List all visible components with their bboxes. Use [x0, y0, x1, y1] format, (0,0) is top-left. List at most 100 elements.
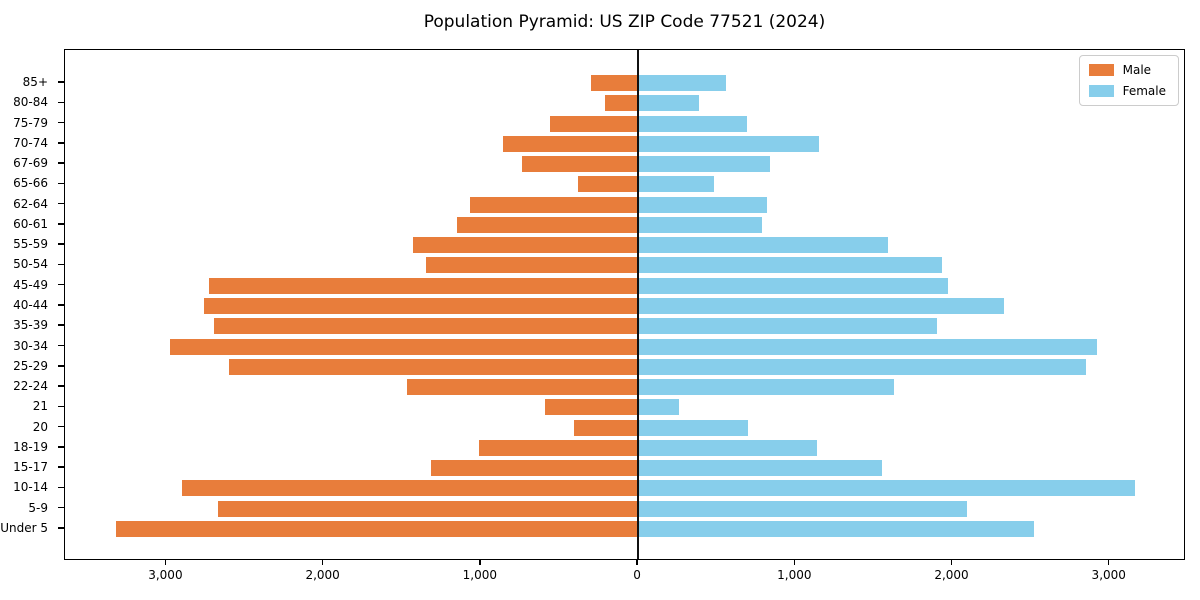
y-tick-mark [58, 506, 64, 509]
female-bar [638, 480, 1135, 497]
male-bar [550, 115, 639, 132]
y-axis: 85+ 80-84 75-79 70-74 67-69 65-66 62-64 60-61 55… [0, 49, 64, 560]
male-bar [182, 480, 639, 497]
female-bar [638, 399, 679, 416]
age-group-label: 60-61 [13, 216, 48, 231]
female-bar [638, 338, 1098, 355]
x-axis: 3,000 2,000 1,000 0 1,000 2,000 3,000 [64, 560, 1185, 590]
female-bar [638, 439, 818, 456]
male-bar [479, 439, 639, 456]
male-bar [430, 460, 639, 477]
x-tick-mark [950, 560, 953, 565]
age-group-label: 15-17 [13, 460, 48, 475]
y-tick-mark [58, 385, 64, 387]
female-bar [638, 237, 889, 254]
x-tick-mark [479, 560, 481, 565]
y-tick-mark [58, 182, 64, 185]
male-bar [208, 277, 639, 294]
y-tick-mark [58, 101, 64, 104]
age-group-label: 21 [32, 399, 48, 414]
age-group-label: 5-9 [28, 500, 48, 515]
male-bar [521, 156, 639, 173]
age-group-label: 30-34 [13, 338, 48, 353]
x-tick-mark [1107, 560, 1110, 565]
female-bar [638, 95, 700, 112]
male-bar [229, 358, 639, 375]
x-tick-label: 2,000 [934, 568, 969, 582]
x-tick-label: 1,000 [462, 568, 498, 582]
male-bar [457, 216, 639, 233]
y-tick-mark [58, 304, 64, 306]
y-tick-mark [58, 344, 64, 347]
y-tick-mark [58, 243, 64, 245]
female-color-swatch [1088, 85, 1114, 97]
y-tick-mark [58, 425, 64, 428]
y-tick-mark [58, 486, 64, 489]
y-tick-mark [58, 446, 64, 448]
age-group-label: 20 [32, 419, 48, 434]
x-tick-label: 2,000 [305, 568, 340, 582]
y-tick-mark [58, 121, 64, 124]
male-bar [116, 520, 639, 537]
male-bar [169, 338, 639, 355]
age-group-label: Under 5 [0, 520, 48, 535]
female-bar [638, 358, 1087, 375]
male-bar [578, 176, 639, 193]
female-bar [638, 379, 895, 396]
y-tick-mark [58, 405, 64, 408]
male-bar [204, 297, 639, 314]
male-bar [413, 237, 639, 254]
y-tick-mark [58, 202, 64, 205]
female-bar [638, 196, 767, 213]
zero-axis-line [637, 50, 640, 559]
y-tick-mark [58, 223, 64, 225]
x-tick-mark [636, 560, 638, 565]
x-tick-label: 3,000 [148, 568, 183, 582]
legend-label-male: Male [1122, 63, 1152, 77]
x-tick-mark [321, 560, 324, 565]
male-bar [590, 75, 639, 91]
age-group-label: 80-84 [13, 95, 48, 110]
legend: Male Female [1078, 55, 1179, 106]
female-bar [638, 115, 747, 132]
y-tick-mark [58, 142, 64, 144]
age-group-label: 25-29 [13, 358, 48, 373]
female-bar [638, 500, 967, 517]
female-bar [638, 419, 749, 436]
female-bar [638, 75, 727, 91]
male-color-swatch [1088, 64, 1114, 76]
male-bar [545, 399, 639, 416]
age-group-label: 40-44 [13, 297, 48, 312]
age-group-label: 22-24 [13, 379, 48, 394]
age-group-label: 45-49 [13, 277, 48, 292]
female-bar [638, 156, 771, 173]
y-tick-mark [58, 365, 64, 367]
y-tick-mark [58, 324, 64, 326]
age-group-label: 85+ [22, 75, 48, 89]
y-tick-mark [58, 81, 64, 83]
female-bar [638, 216, 763, 233]
female-bar [638, 318, 937, 335]
chart-title: Population Pyramid: US ZIP Code 77521 (2… [423, 12, 826, 32]
y-tick-mark [58, 283, 64, 286]
female-bar [638, 520, 1035, 537]
female-bar [638, 277, 948, 294]
female-bar [638, 297, 1005, 314]
x-tick-label: 0 [633, 568, 641, 582]
legend-entry-male: Male [1088, 63, 1166, 77]
male-bar [406, 379, 639, 396]
y-tick-mark [58, 527, 64, 529]
male-bar [469, 196, 639, 213]
female-bar [638, 176, 714, 193]
age-group-label: 35-39 [13, 318, 48, 333]
male-bar [502, 135, 639, 152]
age-group-label: 75-79 [13, 115, 48, 130]
female-bar [638, 135, 819, 152]
male-bar [218, 500, 639, 517]
age-group-label: 62-64 [13, 196, 48, 211]
age-group-label: 18-19 [13, 439, 48, 454]
x-tick-label: 1,000 [777, 568, 812, 582]
male-bar [573, 419, 639, 436]
x-tick-label: 3,000 [1091, 568, 1126, 582]
age-group-label: 70-74 [13, 135, 48, 150]
